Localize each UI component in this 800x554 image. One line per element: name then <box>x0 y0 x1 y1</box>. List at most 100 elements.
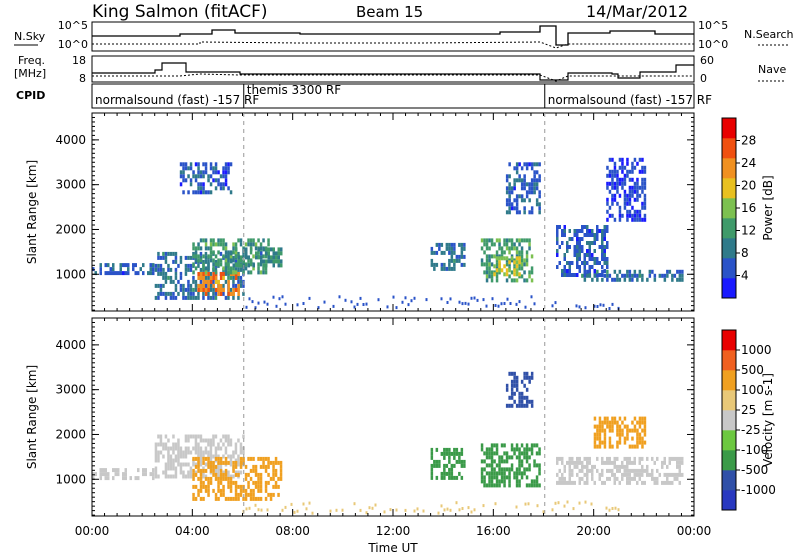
power-cell <box>162 271 165 276</box>
velocity-cell <box>568 472 571 477</box>
velocity-cell <box>488 451 491 456</box>
power-cell <box>606 265 609 269</box>
velocity-cell <box>621 432 624 437</box>
velocity-cell <box>460 451 464 456</box>
velocity-cell <box>234 480 238 485</box>
power-cell <box>578 269 581 273</box>
velocity-cell <box>202 438 205 443</box>
velocity-cell <box>525 371 529 376</box>
power-cell <box>561 269 564 273</box>
power-cell <box>497 304 500 308</box>
velocity-cell <box>576 472 579 477</box>
velocity-cell <box>656 480 659 485</box>
velocity-cell <box>222 476 225 481</box>
power-cell <box>586 229 589 233</box>
velocity-cell <box>222 442 225 447</box>
power-cell <box>169 251 173 256</box>
power-cell <box>641 189 644 194</box>
power-cell <box>262 263 265 268</box>
power-cell <box>247 258 250 263</box>
power-cell <box>513 186 516 191</box>
power-cell <box>621 161 624 166</box>
power-cell <box>232 255 235 260</box>
power-cell <box>626 201 629 206</box>
velocity-cell <box>508 475 511 480</box>
power-cell <box>588 245 591 249</box>
power-cell <box>505 202 509 207</box>
velocity-cell <box>528 483 531 488</box>
power-cell <box>232 295 235 300</box>
power-cell <box>573 245 576 249</box>
velocity-cell <box>513 475 516 480</box>
power-cell <box>204 242 208 247</box>
power-ylabel: Slant Range [km] <box>25 160 39 264</box>
power-cell <box>515 256 519 261</box>
velocity-cell <box>172 462 175 467</box>
velocity-cell <box>606 456 609 461</box>
power-cell <box>593 261 596 265</box>
power-cell <box>453 242 456 247</box>
power-cell <box>520 254 524 259</box>
power-cell <box>202 280 205 284</box>
velocity-cell <box>284 505 287 509</box>
power-cell <box>209 276 213 280</box>
power-cell <box>608 173 612 178</box>
power-cell <box>219 182 223 187</box>
power-ytick-label: 2000 <box>55 222 86 236</box>
velocity-cell <box>217 466 220 471</box>
power-cell <box>596 257 599 261</box>
velocity-cell <box>448 459 451 464</box>
power-cell <box>535 186 539 191</box>
velocity-cell <box>229 438 233 443</box>
nsearch-tick-top: 10^5 <box>698 19 728 32</box>
power-cell <box>510 258 514 263</box>
velocity-cell <box>252 464 255 469</box>
velocity-cell <box>603 416 607 421</box>
power-cell <box>523 238 526 243</box>
power-cell <box>224 178 228 183</box>
velocity-cell <box>535 475 539 480</box>
power-cell <box>194 279 198 284</box>
power-cell <box>599 303 602 307</box>
power-cell <box>174 275 178 280</box>
power-cell <box>568 245 571 249</box>
power-cell <box>588 233 591 237</box>
power-cell <box>510 246 514 251</box>
power-cell <box>576 273 579 277</box>
velocity-cbar-swatch <box>722 490 736 511</box>
velocity-cell <box>247 480 250 485</box>
velocity-cell <box>490 443 494 448</box>
velocity-cell <box>232 468 235 473</box>
power-cell <box>448 258 451 263</box>
velocity-cell <box>676 456 679 461</box>
velocity-cell <box>586 464 589 469</box>
velocity-cell <box>209 446 213 451</box>
velocity-cell <box>202 480 205 485</box>
velocity-cell <box>247 492 250 497</box>
power-cell <box>224 295 228 300</box>
power-cell <box>513 268 516 273</box>
velocity-cell <box>495 483 499 488</box>
velocity-cell <box>164 470 168 475</box>
velocity-cell <box>485 463 489 468</box>
velocity-cell <box>498 479 501 484</box>
power-cell <box>561 241 564 245</box>
power-cell <box>498 268 501 273</box>
velocity-cell <box>613 416 617 421</box>
power-cell <box>641 205 644 210</box>
velocity-cell <box>252 456 255 461</box>
power-cell <box>207 280 210 284</box>
velocity-cell <box>430 471 434 476</box>
power-cell <box>202 291 205 296</box>
power-cell <box>525 254 529 259</box>
power-cell <box>167 263 170 268</box>
velocity-cell <box>515 479 519 484</box>
velocity-cell <box>603 440 607 445</box>
power-cell <box>578 241 581 245</box>
power-cell <box>209 287 213 292</box>
velocity-cell <box>578 480 581 485</box>
velocity-cell <box>232 474 235 479</box>
power-cell <box>633 157 637 162</box>
power-cell <box>583 269 587 274</box>
